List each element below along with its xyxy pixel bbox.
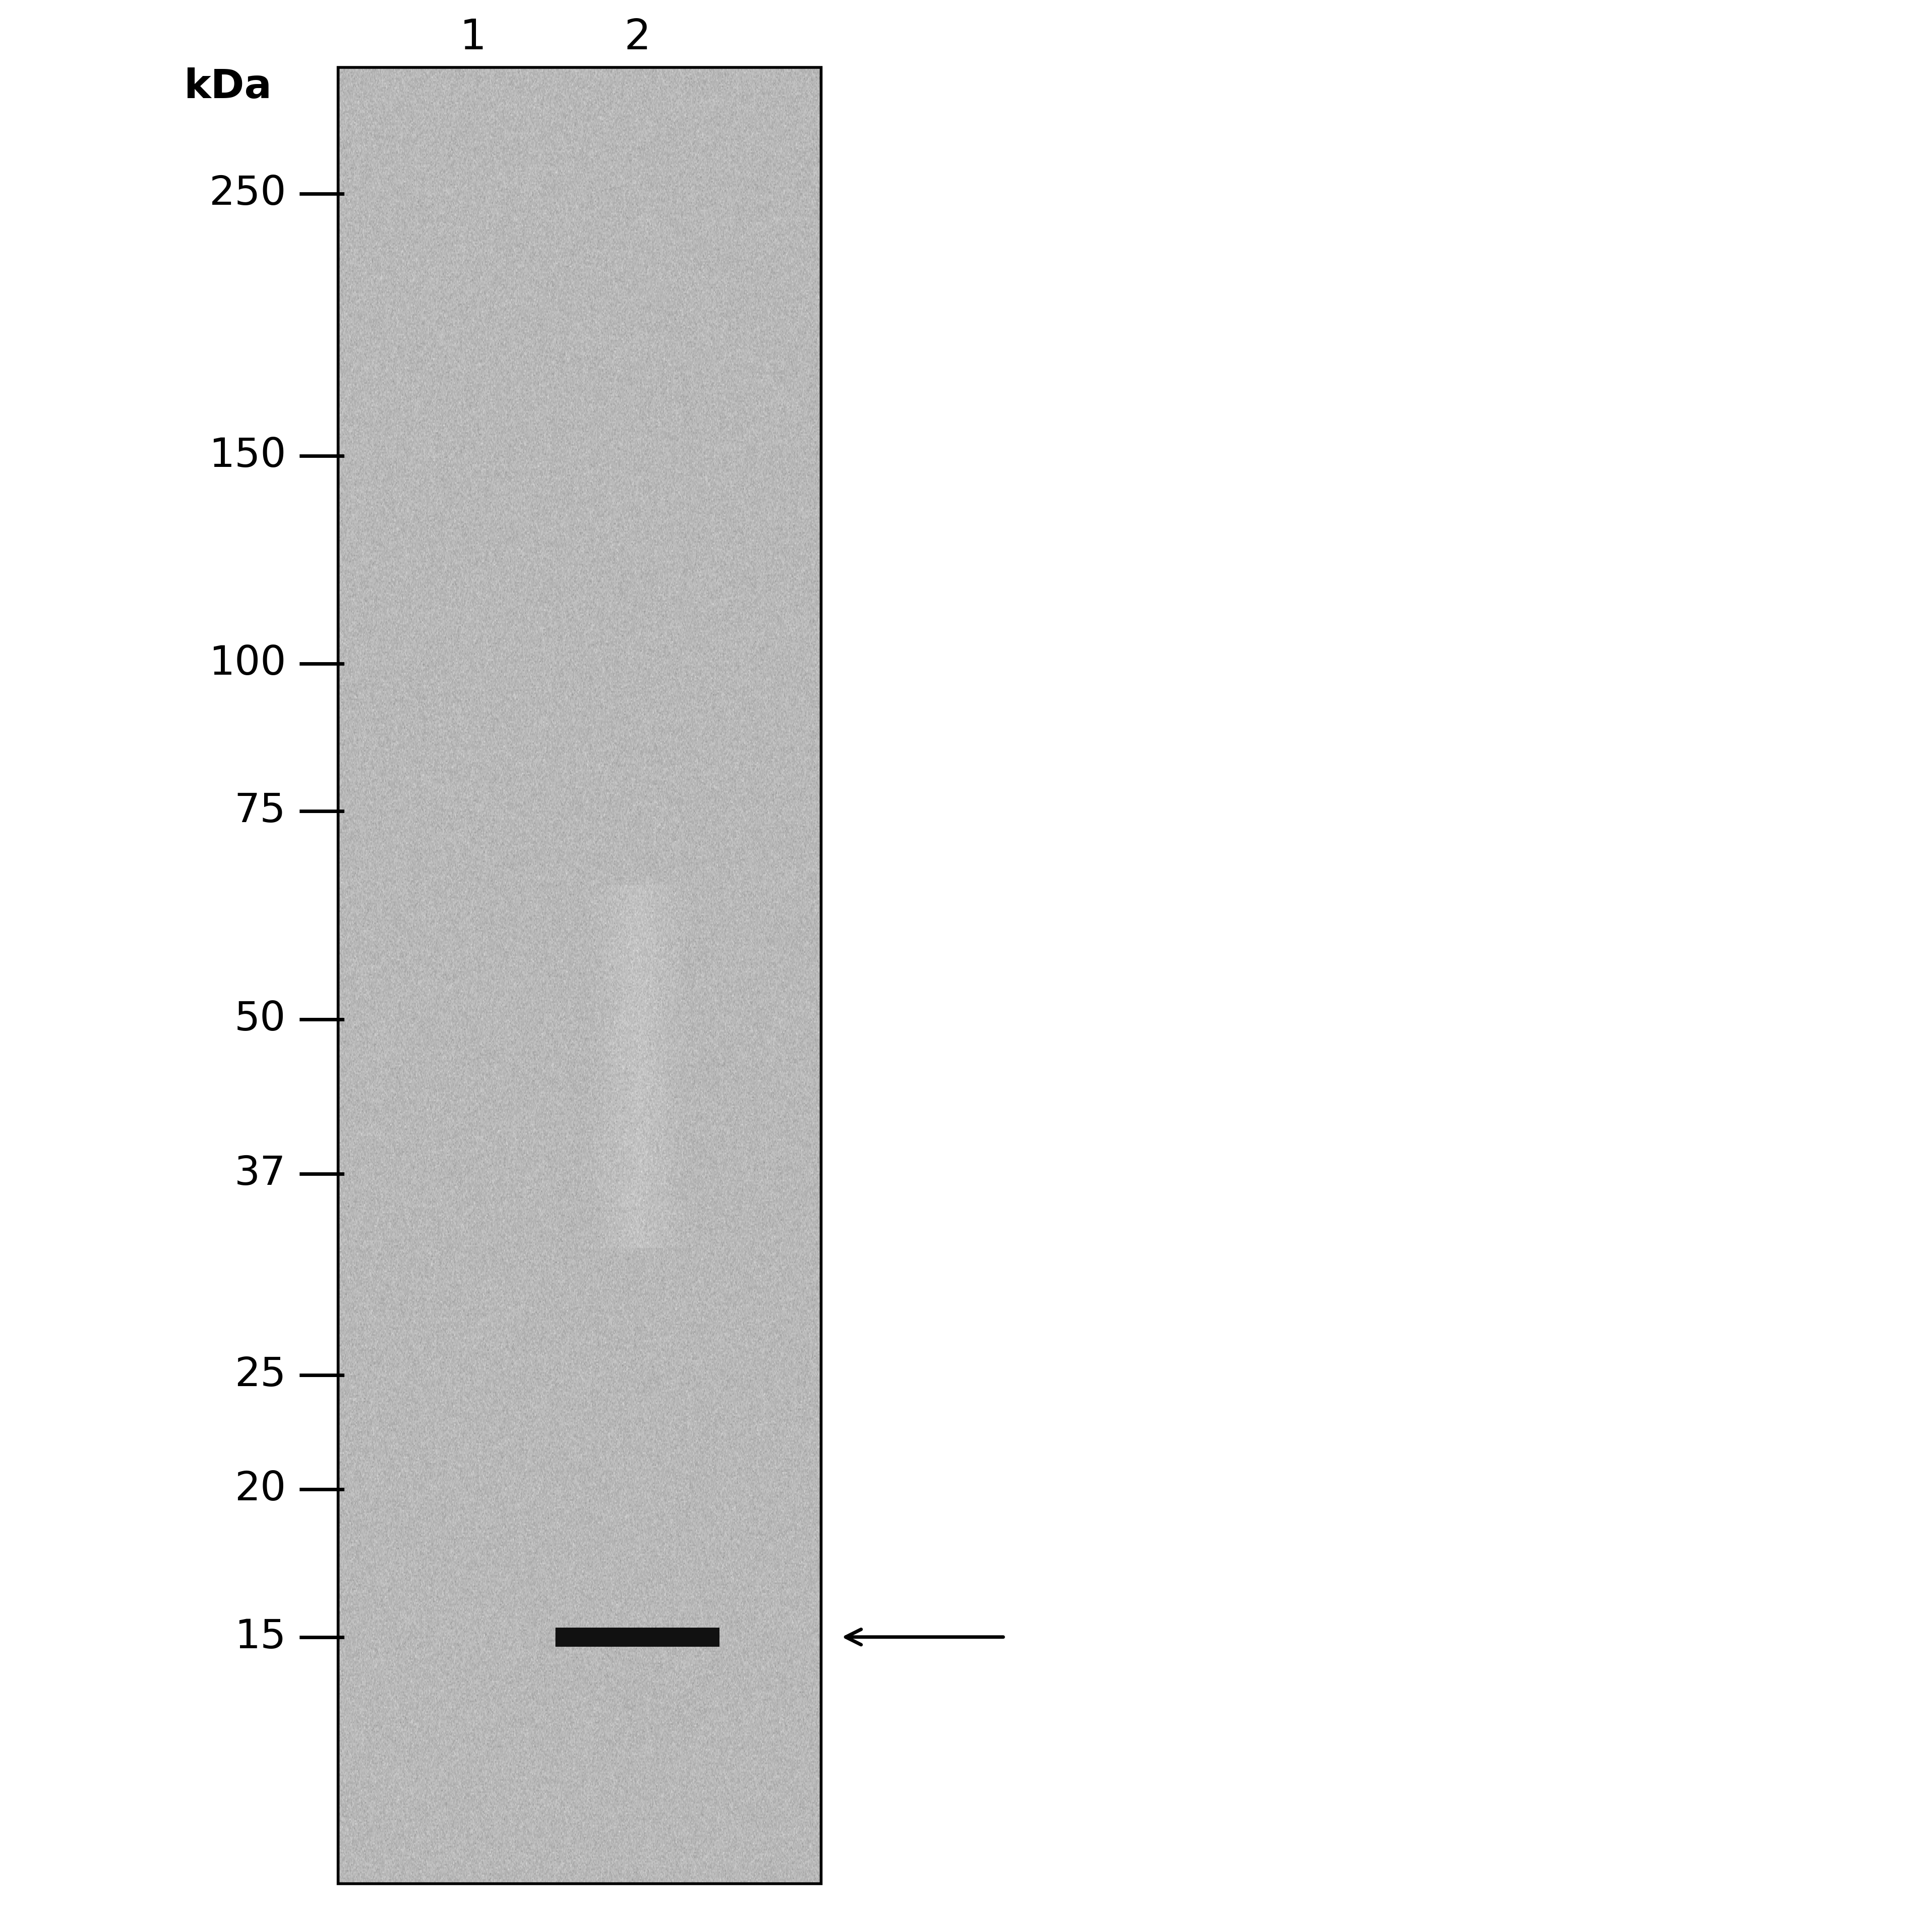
Text: 100: 100 <box>209 643 286 684</box>
Bar <box>556 1627 721 1646</box>
Text: 75: 75 <box>234 792 286 831</box>
Text: 150: 150 <box>209 437 286 475</box>
Text: 20: 20 <box>234 1470 286 1509</box>
Text: 37: 37 <box>234 1153 286 1194</box>
Text: 50: 50 <box>234 999 286 1039</box>
Text: 1: 1 <box>460 17 487 58</box>
Text: kDa: kDa <box>184 68 272 106</box>
Text: 250: 250 <box>209 174 286 213</box>
Text: 25: 25 <box>234 1356 286 1395</box>
Bar <box>338 68 821 1884</box>
Text: 2: 2 <box>624 17 651 58</box>
Text: 15: 15 <box>234 1617 286 1656</box>
